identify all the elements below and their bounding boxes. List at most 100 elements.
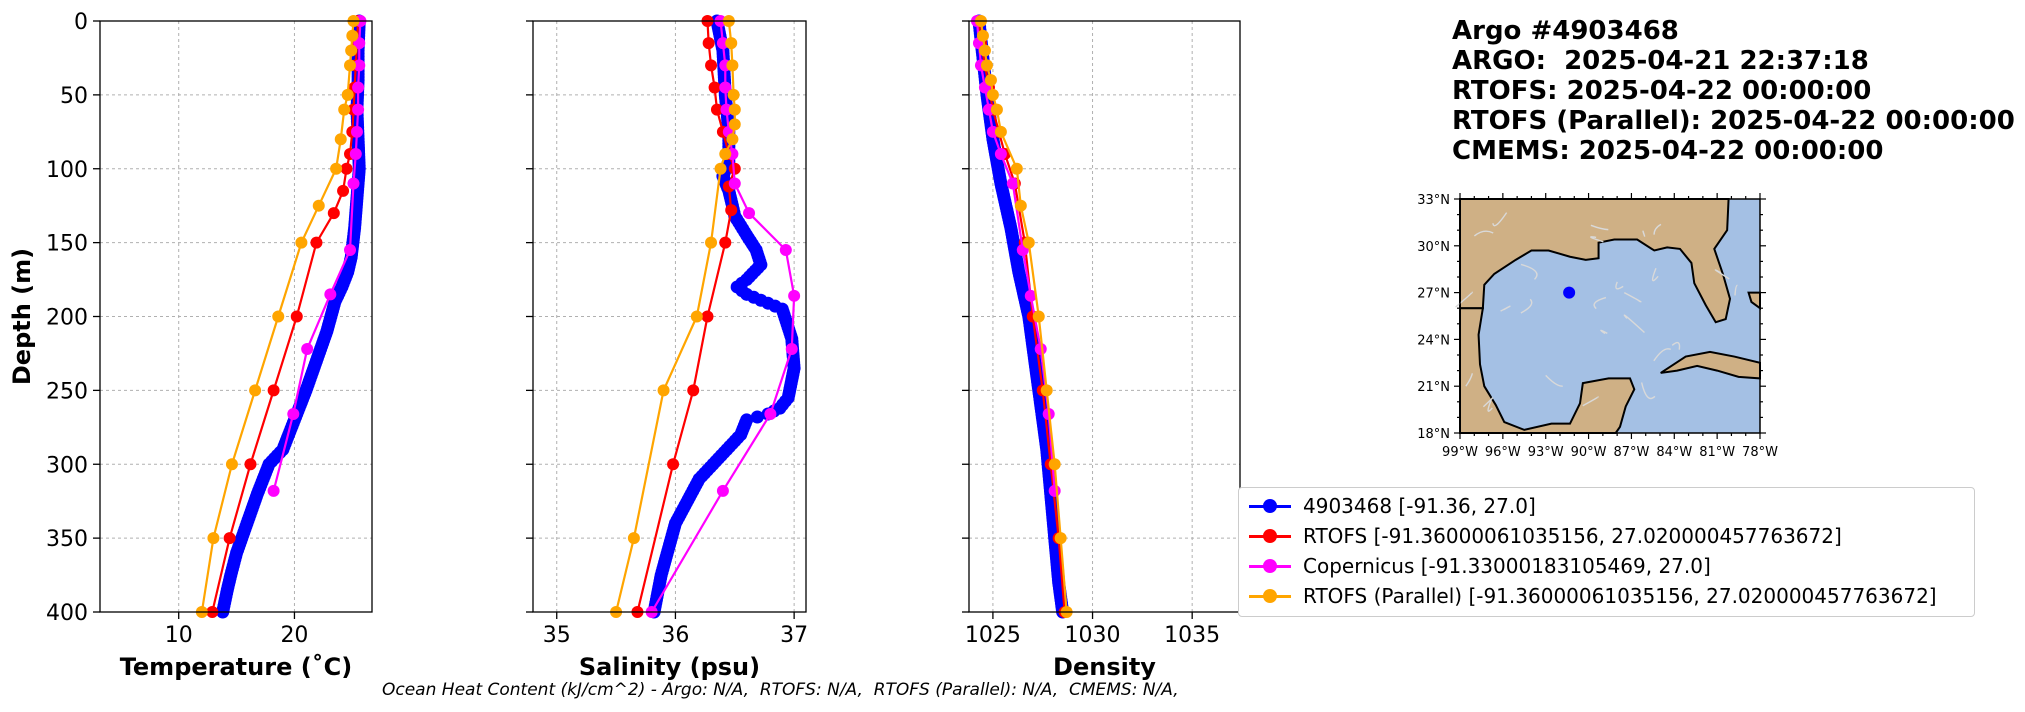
salinity-point-rtofs	[701, 310, 714, 323]
legend-item-rtofs: RTOFS [-91.36000061035156, 27.0200004577…	[1245, 521, 1842, 551]
map-lon-label: 78°W	[1742, 445, 1778, 460]
salinity-point-rtofs	[710, 103, 723, 116]
temperature-point-copernicus	[344, 244, 357, 257]
header-rtofs-parallel-time: RTOFS (Parallel): 2025-04-22 00:00:00	[1452, 106, 2015, 136]
salinity-point-rtofs	[687, 384, 700, 397]
salinity-point-copernicus	[719, 81, 732, 94]
temperature-point-rtofs	[267, 384, 280, 397]
legend-item-rtofs-parallel: RTOFS (Parallel) [-91.36000061035156, 27…	[1245, 581, 1937, 611]
density-point-copernicus	[994, 147, 1007, 160]
density-point-rtofs-parallel-	[990, 103, 1003, 116]
salinity-xtick-label: 35	[543, 623, 571, 648]
density-line-rtofs-parallel-	[979, 20, 1068, 613]
map-lon-label: 87°W	[1613, 445, 1649, 460]
map-streamline	[1640, 382, 1656, 400]
legend-swatch-rtofs	[1245, 521, 1295, 551]
temperature-point-rtofs-parallel-	[295, 236, 308, 249]
temperature-point-copernicus	[350, 125, 363, 138]
map-streamline	[1545, 374, 1563, 387]
legend-label-argo: 4903468 [-91.36, 27.0]	[1303, 494, 1536, 518]
density-xtick-label: 1030	[1065, 623, 1121, 648]
map-streamline	[1492, 212, 1508, 227]
temperature-ytick-label: 50	[60, 84, 88, 109]
temperature-line-rtofs	[211, 20, 360, 613]
salinity-point-4903468	[750, 410, 764, 424]
map-streamline	[1734, 284, 1738, 296]
temperature-ytick-label: 250	[46, 379, 88, 404]
map-streamline	[1642, 230, 1646, 237]
temperature-point-rtofs-parallel-	[344, 59, 357, 72]
salinity-point-copernicus	[743, 207, 756, 220]
temperature-ytick-label: 400	[46, 601, 88, 626]
header-rtofs-time: RTOFS: 2025-04-22 00:00:00	[1452, 76, 1872, 106]
temperature-point-rtofs	[327, 207, 340, 220]
density-point-rtofs-parallel-	[994, 125, 1007, 138]
temperature-point-copernicus	[287, 408, 300, 421]
map-lat-label: 18°N	[1417, 427, 1450, 442]
map-lon-label: 96°W	[1485, 445, 1521, 460]
salinity-point-copernicus	[779, 244, 792, 257]
temperature-point-rtofs-parallel-	[346, 29, 359, 42]
salinity-point-rtofs	[667, 458, 680, 471]
map-lon-label: 93°W	[1528, 445, 1564, 460]
map-streamline	[1465, 373, 1474, 387]
salinity-point-rtofs	[728, 162, 741, 175]
salinity-xtick-label: 37	[780, 623, 808, 648]
temperature-ytick-label: 100	[46, 158, 88, 183]
density-point-copernicus	[1006, 177, 1019, 190]
ohc-footer: Ocean Heat Content (kJ/cm^2) - Argo: N/A…	[382, 680, 1179, 700]
salinity-series-copernicus	[645, 15, 801, 618]
salinity-point-copernicus	[716, 37, 729, 50]
legend-swatch-argo	[1245, 491, 1295, 521]
density-xtick-label: 1025	[965, 623, 1021, 648]
density-point-rtofs-parallel-	[978, 44, 991, 57]
map-streamline	[1623, 314, 1645, 334]
map-streamline	[1482, 397, 1494, 408]
map-streamline	[1593, 296, 1607, 310]
map-streamline	[1653, 223, 1662, 235]
salinity-point-rtofs-parallel-	[728, 118, 741, 131]
map-lat-label: 30°N	[1417, 240, 1450, 255]
map-streamline	[1714, 269, 1730, 280]
salinity-point-rtofs-parallel-	[627, 532, 640, 545]
salinity-point-copernicus	[788, 289, 801, 302]
salinity-point-rtofs-parallel-	[657, 384, 670, 397]
density-point-copernicus	[1024, 289, 1037, 302]
temperature-point-rtofs	[337, 184, 350, 197]
legend-swatch-copernicus	[1245, 551, 1295, 581]
density-point-rtofs-parallel-	[1054, 532, 1067, 545]
salinity-point-rtofs	[725, 204, 738, 217]
salinity-point-rtofs	[705, 59, 718, 72]
map-lat-label: 24°N	[1417, 333, 1450, 348]
temperature-point-rtofs-parallel-	[207, 532, 220, 545]
legend-label-rtofs-parallel: RTOFS (Parallel) [-91.36000061035156, 27…	[1303, 584, 1937, 608]
temperature-point-rtofs-parallel-	[225, 458, 238, 471]
salinity-xtick-label: 36	[661, 623, 689, 648]
header-cmems-time: CMEMS: 2025-04-22 00:00:00	[1452, 136, 1884, 166]
map-streamline	[1500, 305, 1511, 312]
map-streamline	[1455, 291, 1473, 308]
temperature-point-rtofs-parallel-	[345, 44, 358, 57]
temperature-ylabel: Depth (m)	[8, 248, 36, 385]
map-streamline	[1653, 348, 1672, 362]
temperature-point-rtofs	[290, 310, 303, 323]
map-lat-label: 27°N	[1417, 287, 1450, 302]
map-streamline	[1487, 399, 1493, 412]
temperature-point-rtofs-parallel-	[272, 310, 285, 323]
temperature-xlabel: Temperature (˚C)	[120, 653, 353, 681]
salinity-point-rtofs-parallel-	[690, 310, 703, 323]
map-frame	[1459, 198, 1761, 434]
salinity-point-rtofs-parallel-	[705, 236, 718, 249]
density-point-rtofs-parallel-	[986, 88, 999, 101]
salinity-point-rtofs-parallel-	[726, 133, 739, 146]
temperature-ytick-label: 200	[46, 306, 88, 331]
legend-item-argo: 4903468 [-91.36, 27.0]	[1245, 491, 1536, 521]
temperature-point-rtofs	[223, 532, 236, 545]
salinity-point-rtofs-parallel-	[719, 147, 732, 160]
header-float-id: Argo #4903468	[1452, 16, 1679, 46]
density-series-rtofs-parallel-	[974, 15, 1073, 618]
legend: 4903468 [-91.36, 27.0] RTOFS [-91.360000…	[1238, 487, 1975, 617]
salinity-point-rtofs-parallel-	[714, 162, 727, 175]
map-lon-label: 99°W	[1442, 445, 1478, 460]
